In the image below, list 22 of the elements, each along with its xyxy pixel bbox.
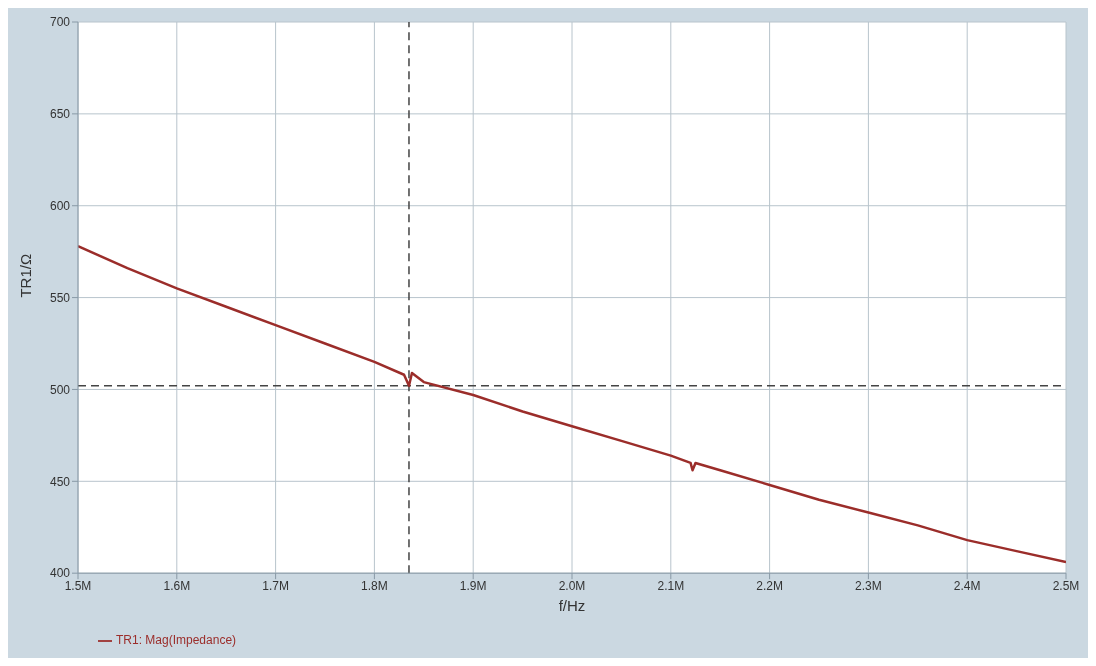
y-tick-label: 500 [49,382,71,397]
x-tick-label: 2.0M [558,578,586,593]
x-tick-label: 2.5M [1052,578,1080,593]
y-tick-label: 550 [49,290,71,305]
y-tick-label: 700 [49,15,71,30]
x-tick-label: 2.4M [953,578,981,593]
x-tick-label: 1.9M [459,578,487,593]
x-tick-label: 1.8M [361,578,388,593]
y-axis-title: TR1/Ω [17,253,35,298]
x-tick-label: 2.2M [756,578,783,593]
legend-label: TR1: Mag(Impedance) [116,633,237,648]
line-series [78,244,1066,564]
x-tick-label: 1.6M [163,578,191,593]
x-tick-label: 2.3M [855,578,882,593]
x-tick-label: 1.7M [262,578,289,593]
x-tick-label: 2.1M [657,578,685,593]
x-tick-label: 1.5M [64,578,92,593]
y-tick-label: 600 [49,198,71,213]
y-tick-label: 450 [49,474,71,489]
x-axis-title: f/Hz [558,597,586,615]
y-tick-label: 650 [49,107,71,122]
y-tick-label: 400 [49,566,71,581]
